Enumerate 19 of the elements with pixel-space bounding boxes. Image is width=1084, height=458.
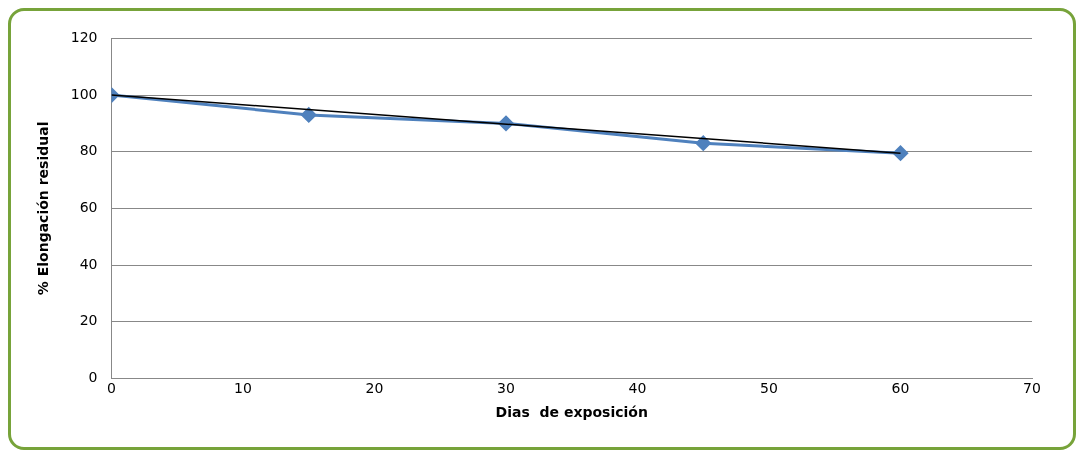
point xyxy=(301,107,317,123)
y-tick-label: 40 xyxy=(79,255,98,272)
y-tick-label: 20 xyxy=(79,312,98,329)
x-axis-title: Dias de exposición xyxy=(495,404,648,421)
x-tick-label: 60 xyxy=(891,380,910,397)
x-tick-label: 50 xyxy=(760,380,778,397)
x-tick-label: 40 xyxy=(628,380,647,397)
x-tick-label: 10 xyxy=(234,380,252,397)
x-tick-label: 20 xyxy=(365,380,384,397)
point xyxy=(695,135,711,151)
x-tick-label: 30 xyxy=(497,380,515,397)
x-tick-label: 70 xyxy=(1023,380,1041,397)
y-tick-label: 120 xyxy=(70,29,98,46)
y-axis-title: % Elongación residual xyxy=(35,121,52,296)
x-tick-label: 0 xyxy=(107,380,116,397)
y-tick-label: 100 xyxy=(70,85,98,102)
y-tick-label: 0 xyxy=(88,369,98,386)
y-tick-label: 80 xyxy=(79,142,98,159)
y-tick-label: 60 xyxy=(79,199,98,216)
